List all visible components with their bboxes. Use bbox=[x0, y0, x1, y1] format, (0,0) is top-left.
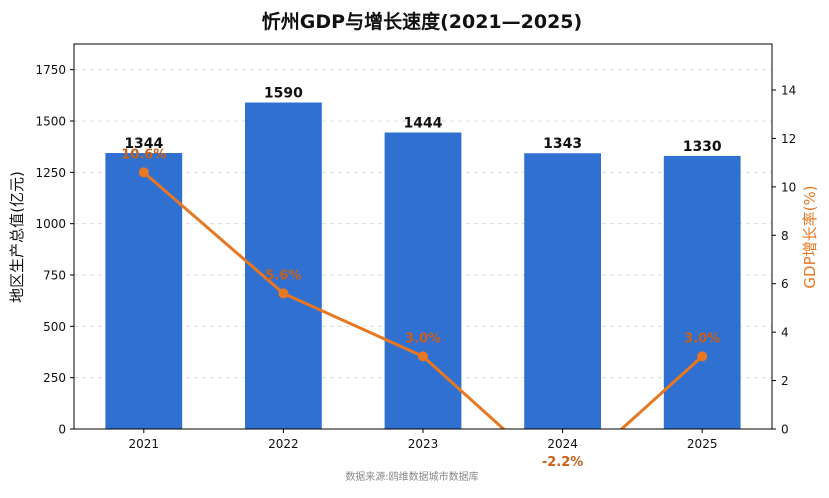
chart-title: 忻州GDP与增长速度(2021—2025) bbox=[262, 10, 582, 33]
axes: 0 250 500 750 1000 1250 1500 1750 0 2 4 6 8 10 12 14 202… bbox=[35, 63, 796, 451]
growth-value-label: 10.6% bbox=[121, 147, 166, 162]
bar-value-label: 1343 bbox=[543, 136, 582, 152]
growth-point bbox=[278, 288, 289, 299]
growth-point bbox=[138, 167, 149, 178]
bar-value-label: 1330 bbox=[683, 139, 722, 155]
y-right-tick-label: 6 bbox=[781, 277, 789, 291]
x-tick-label: 2021 bbox=[129, 437, 160, 451]
bar-value-label: 1344 bbox=[124, 136, 163, 152]
y-left-tick-label: 1750 bbox=[35, 63, 66, 77]
growth-line bbox=[138, 167, 708, 429]
growth-value-label: -2.2% bbox=[542, 455, 583, 470]
x-tick-label: 2025 bbox=[687, 437, 718, 451]
growth-value-label: 5.6% bbox=[265, 268, 301, 283]
y-left-tick-label: 1250 bbox=[35, 166, 66, 180]
y-right-tick-label: 14 bbox=[781, 84, 796, 98]
bar-value-label: 1444 bbox=[404, 115, 443, 131]
data-labels: 1344 1590 1444 1343 1330 10.6% 5.6% 3.0% -2.2% 3.… bbox=[121, 86, 722, 470]
y-left-tick-label: 250 bbox=[43, 371, 66, 385]
y-left-tick-label: 1000 bbox=[35, 217, 66, 231]
y-right-tick-label: 0 bbox=[781, 423, 789, 437]
y-axis-right-label: GDP增长率(%) bbox=[801, 185, 819, 288]
y-axis-left-label: 地区生产总值(亿元) bbox=[8, 171, 26, 303]
bar-value-label: 1590 bbox=[264, 86, 303, 102]
y-right-tick-label: 10 bbox=[781, 180, 796, 194]
x-tick-label: 2022 bbox=[268, 437, 299, 451]
y-right-tick-label: 2 bbox=[781, 374, 789, 388]
growth-point bbox=[697, 351, 708, 362]
bar bbox=[105, 153, 183, 430]
y-right-tick-label: 4 bbox=[781, 326, 789, 340]
x-tick-label: 2024 bbox=[547, 437, 578, 451]
growth-value-label: 3.0% bbox=[405, 331, 441, 346]
y-right-tick-label: 12 bbox=[781, 132, 796, 146]
bar bbox=[384, 132, 462, 430]
growth-point bbox=[418, 351, 428, 362]
bars bbox=[105, 102, 741, 430]
bar bbox=[524, 153, 601, 429]
bar bbox=[245, 102, 322, 430]
y-left-tick-label: 500 bbox=[43, 320, 66, 334]
y-left-tick-label: 0 bbox=[58, 423, 66, 437]
y-right-tick-label: 8 bbox=[781, 229, 789, 243]
x-tick-label: 2023 bbox=[408, 437, 439, 451]
y-left-tick-label: 1500 bbox=[35, 115, 66, 129]
bar bbox=[663, 155, 741, 429]
growth-value-label: 3.0% bbox=[684, 331, 720, 346]
source-note: 数据来源:鸥维数据城市数据库 bbox=[345, 470, 478, 483]
y-left-tick-label: 750 bbox=[43, 269, 66, 283]
